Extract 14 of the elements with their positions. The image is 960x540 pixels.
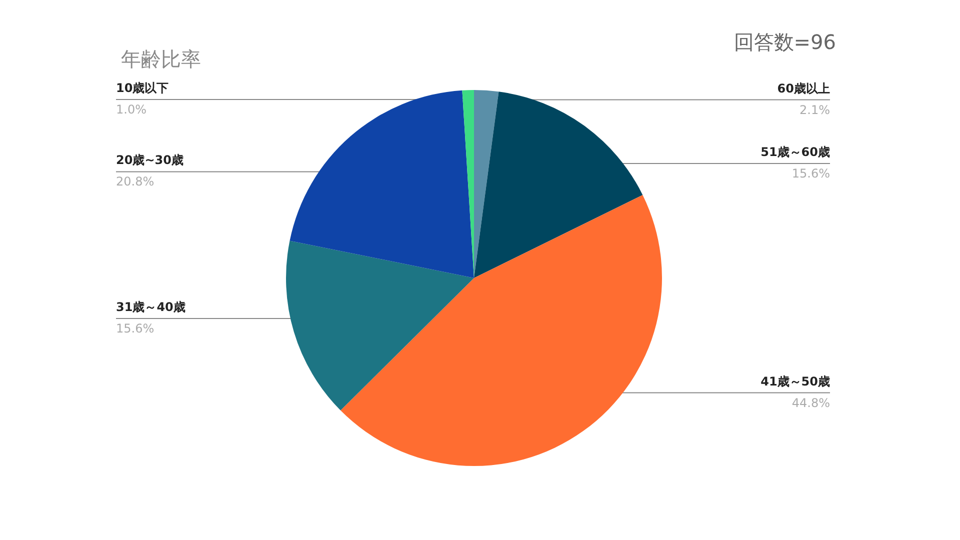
data-label: 20.8% [116,174,154,189]
slice-label: 51歳～60歳 [760,144,830,159]
chart-title: 年齢比率 [121,47,201,71]
data-label: 2.1% [800,102,830,117]
slice-label: 20歳~30歳 [116,153,184,168]
slice-label: 41歳～50歳 [760,374,830,388]
text: 回答数=96 [734,30,836,54]
data-label: 15.6% [116,321,154,336]
data-label: 44.8% [792,396,830,410]
slice-label: 31歳～40歳 [116,300,186,314]
data-label: 1.0% [116,102,146,116]
slice-label: 60歳以上 [777,81,830,96]
data-label: 15.6% [792,166,830,180]
slice-label: 10歳以下 [116,80,169,95]
